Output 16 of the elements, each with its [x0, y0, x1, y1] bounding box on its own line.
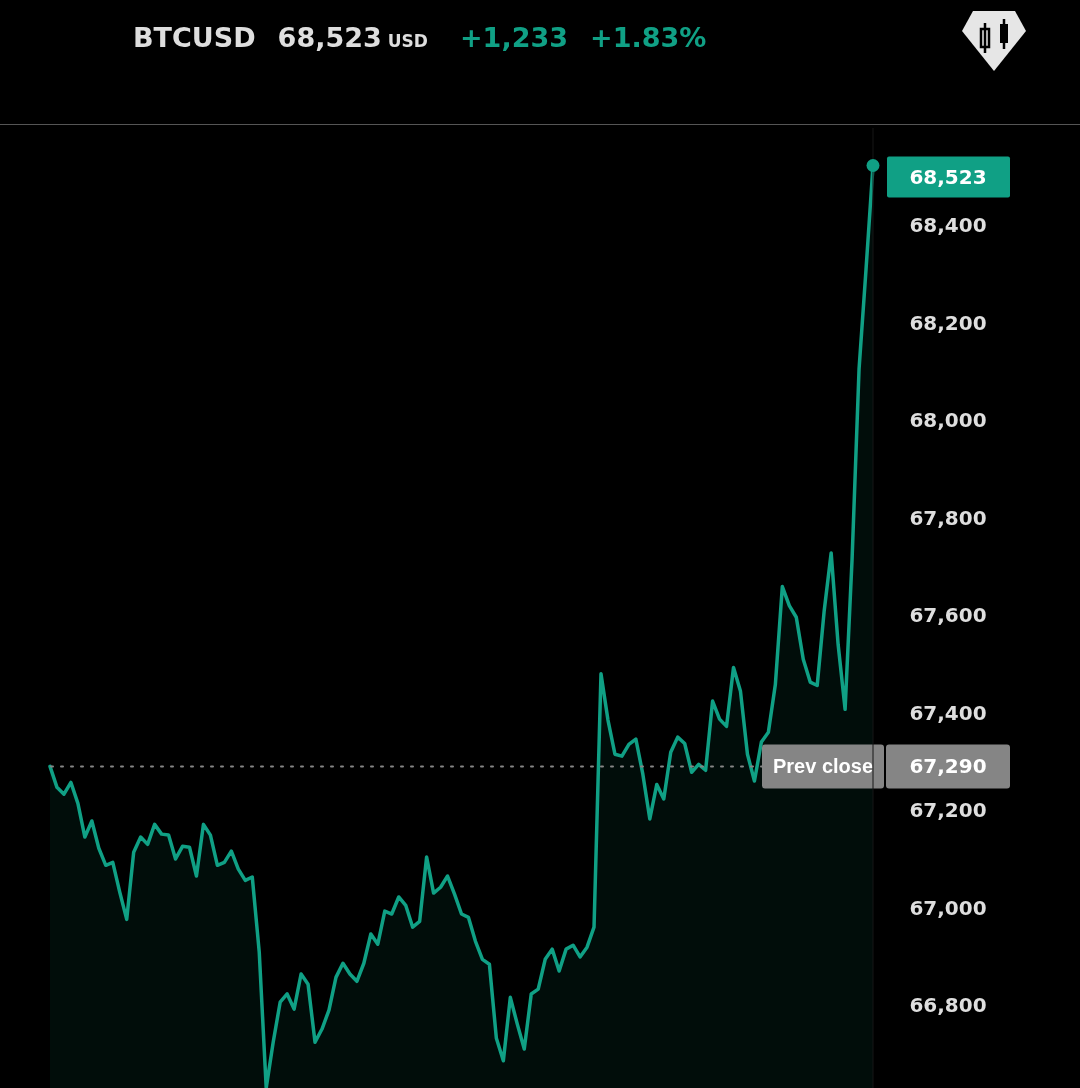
y-tick-label: 67,000	[909, 895, 987, 920]
y-tick-label: 67,290	[909, 754, 987, 779]
text: +1,233	[459, 22, 569, 53]
y-tick-label: 68,400	[909, 213, 987, 238]
chart-subtitle: 68,523 USD	[277, 22, 428, 53]
y-tick-label: 67,600	[909, 603, 987, 628]
chart-title: BTCUSD	[133, 22, 256, 53]
y-tick-label: 68,000	[909, 408, 987, 433]
ref-line-label: Prev close	[772, 755, 874, 778]
y-tick-label: 67,400	[909, 700, 987, 725]
text: +1.83%	[590, 22, 707, 53]
data-label: 68,523	[909, 165, 987, 190]
y-tick-label: 67,200	[909, 798, 987, 823]
y-tick-label: 66,800	[909, 993, 987, 1018]
y-tick-label: 68,200	[909, 310, 987, 335]
y-tick-label: 67,800	[909, 505, 987, 530]
